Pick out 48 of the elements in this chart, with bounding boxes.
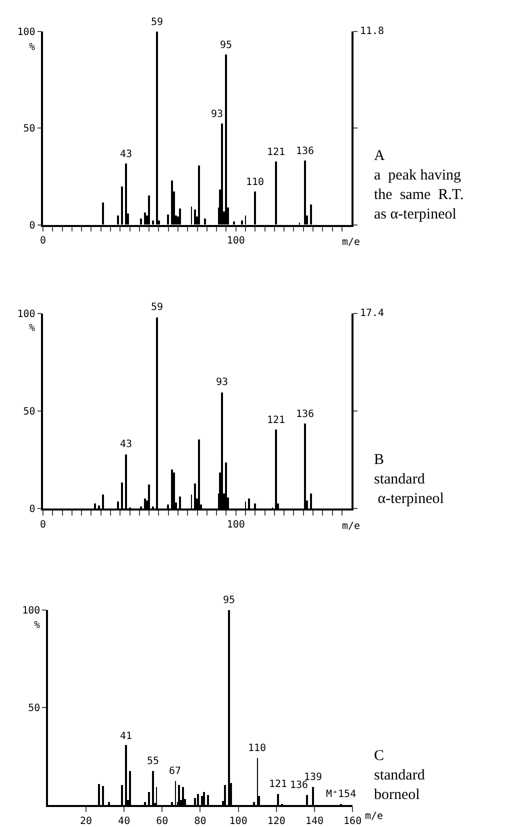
text: B standard α-terpineol [374, 452, 444, 507]
text: 11.8 [360, 26, 384, 37]
annotation: 55 [147, 756, 160, 767]
x-tick-label: 120 [267, 816, 286, 827]
x-tick-label: 160 [344, 816, 362, 827]
annotation: 139 [304, 772, 322, 783]
y-tick-label: 50 [23, 406, 36, 418]
x-tick-label: 140 [305, 816, 324, 827]
y-tick-label: 50 [23, 124, 36, 135]
y-axis-title: % [34, 620, 40, 631]
annotation: 93 [216, 377, 228, 388]
annotation: 110 [248, 743, 266, 754]
y-tick-label: 0 [29, 504, 36, 516]
text: C standard borneol [374, 748, 426, 803]
y-axis-title: % [29, 323, 36, 334]
x-tick-label: 20 [80, 816, 92, 827]
y-tick-label: 0 [29, 220, 36, 232]
y-tick-label: 100 [22, 606, 40, 617]
annotation: 93 [211, 109, 224, 120]
annotation: M⁺154 [326, 789, 356, 800]
annotation: 43 [120, 149, 132, 160]
y-axis-title: % [29, 42, 36, 53]
y-tick-label: 50 [28, 703, 40, 714]
y-tick-label: 100 [17, 308, 36, 320]
text: A a peak having the same R.T. as α-terpineol [374, 148, 464, 222]
text: 17.4 [360, 308, 384, 319]
x-axis-title: m/e [342, 237, 360, 248]
x-axis-title: m/e [365, 811, 384, 822]
annotation: 95 [223, 595, 236, 606]
annotation: 95 [220, 40, 232, 51]
annotation: 110 [246, 177, 264, 188]
annotation: 136 [290, 780, 308, 791]
annotation: 121 [269, 779, 288, 790]
x-tick-label: 40 [118, 816, 130, 827]
annotation: 59 [151, 17, 164, 28]
y-tick-label: 100 [17, 27, 36, 38]
annotation: 121 [267, 415, 286, 426]
annotation: 121 [267, 147, 286, 158]
x-tick-label: 60 [156, 816, 168, 827]
annotation: 59 [151, 302, 164, 313]
annotation: 41 [120, 731, 132, 742]
annotation: 43 [120, 439, 132, 450]
x-tick-label: 100 [229, 816, 248, 827]
annotation: 136 [296, 409, 314, 420]
annotation: 136 [296, 146, 314, 157]
x-tick-label: 80 [194, 816, 206, 827]
annotation: 67 [169, 766, 182, 777]
x-axis-title: m/e [342, 521, 360, 532]
